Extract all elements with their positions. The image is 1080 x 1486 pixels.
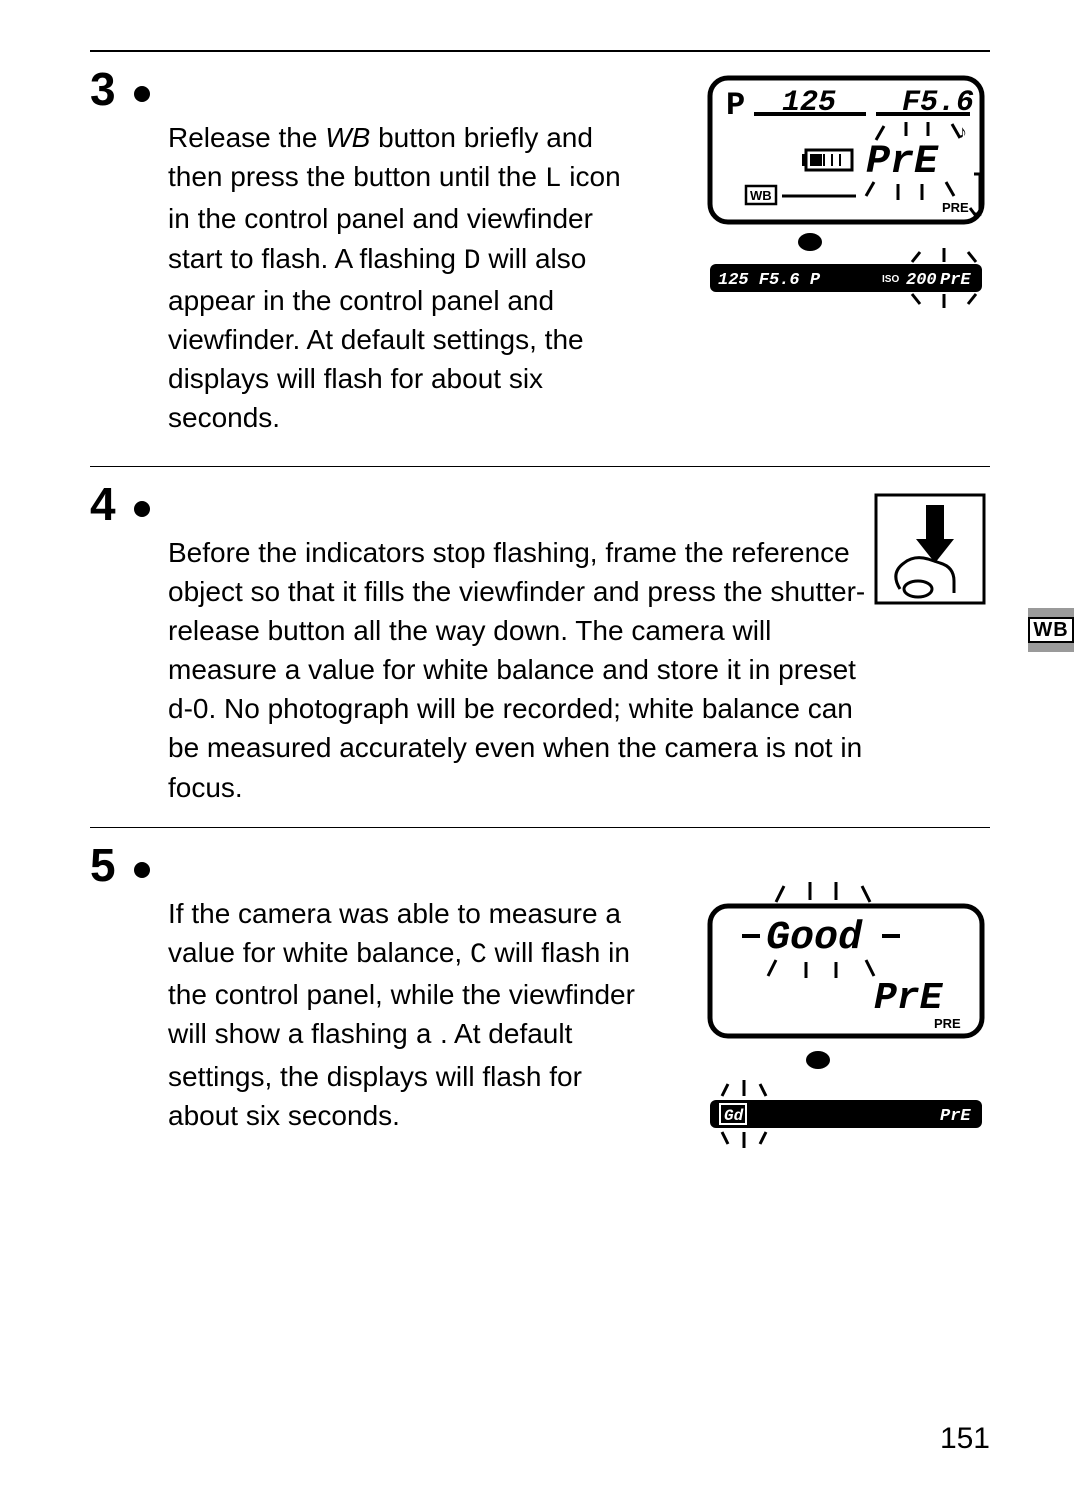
lcd-symbol: D [464, 246, 481, 277]
lcd-pre: PrE [866, 140, 939, 185]
wb-text: WB [325, 122, 370, 153]
page-number: 151 [940, 1422, 990, 1456]
wb-badge: WB [1028, 617, 1073, 643]
vf-pre: PrE [940, 271, 971, 290]
lcd-wb-badge: WB [750, 188, 772, 203]
step-text: Release the WB button briefly and then p… [168, 118, 648, 438]
lcd-symbol: a [415, 1021, 432, 1052]
lcd-pre-small: PRE [942, 200, 969, 215]
note-icon: ♪ [958, 122, 967, 142]
step-3: 3 Release the WB button briefly and then… [90, 58, 990, 438]
step-text: If the camera was able to measure a valu… [168, 894, 638, 1135]
step-4: 4 Before the indicators stop flashing, f… [90, 473, 990, 807]
step-bullet [134, 501, 150, 517]
step-number: 4 [90, 481, 116, 527]
step-5-illustration: Good PrE PRE [706, 834, 990, 1172]
lcd-pre-small: PRE [934, 1016, 961, 1031]
text: Release the [168, 122, 325, 153]
lcd-shutter: 125 [782, 86, 836, 120]
lcd-mode: P [726, 87, 745, 124]
lcd-symbol: C [470, 940, 487, 971]
step-bullet [134, 862, 150, 878]
step-3-illustration: P 125 F5.6 PrE [706, 58, 990, 334]
vf-pre: PrE [940, 1107, 971, 1126]
step-bullet [134, 86, 150, 102]
step-text: Before the indicators stop flashing, fra… [168, 533, 870, 807]
vf-gd: Gd [724, 1107, 744, 1125]
divider [90, 466, 990, 467]
top-rule [90, 50, 990, 52]
step-number: 3 [90, 66, 116, 112]
vf-iso-label: ISO [882, 274, 899, 285]
lcd-symbol: L [545, 164, 562, 195]
step-5: 5 If the camera was able to measure a va… [90, 834, 990, 1172]
lcd-aperture: F5.6 [902, 86, 974, 120]
divider [90, 827, 990, 828]
lcd-pre: PrE [874, 977, 944, 1020]
section-tab: WB [1028, 608, 1074, 652]
vf-left: 125 F5.6 P [718, 271, 821, 290]
step-number: 5 [90, 842, 116, 888]
lcd-good: Good [766, 916, 863, 961]
manual-page: 3 Release the WB button briefly and then… [0, 0, 1080, 1486]
vf-iso: 200 [906, 271, 937, 290]
step-4-illustration [870, 473, 990, 609]
